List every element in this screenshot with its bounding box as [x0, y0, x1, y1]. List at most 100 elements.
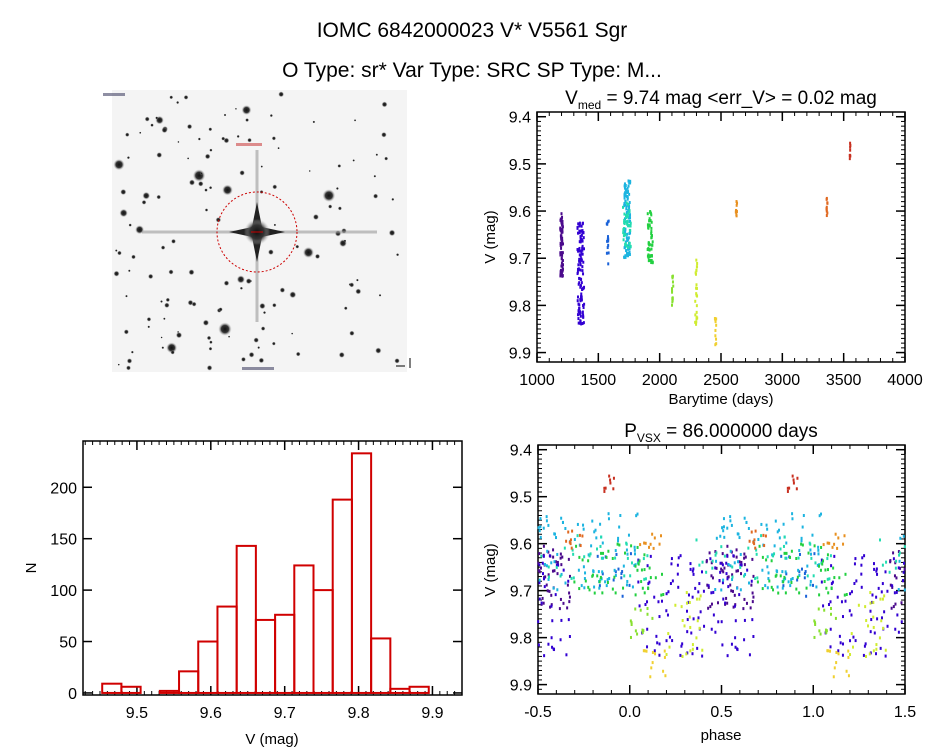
data-point: [665, 592, 668, 596]
data-point: [721, 643, 724, 647]
star: [272, 184, 278, 190]
data-point: [639, 608, 642, 612]
star: [186, 123, 193, 130]
data-point: [539, 525, 542, 529]
data-point: [576, 295, 579, 299]
data-point: [790, 549, 793, 553]
data-point: [567, 579, 570, 583]
data-point: [841, 653, 844, 657]
data-point: [691, 643, 694, 647]
data-point: [629, 213, 632, 217]
data-point: [902, 570, 905, 574]
data-point: [576, 299, 579, 303]
data-point: [819, 632, 822, 636]
data-point: [806, 574, 809, 578]
data-point: [694, 299, 697, 303]
star: [142, 191, 151, 200]
star: [117, 250, 122, 256]
star: [221, 136, 226, 141]
data-point: [714, 343, 717, 347]
data-point: [809, 548, 812, 552]
data-point: [870, 618, 873, 622]
data-point: [761, 587, 764, 591]
data-point: [549, 605, 552, 609]
ph-xtick-label: 0.5: [710, 704, 732, 721]
star: [222, 184, 233, 196]
data-point: [839, 641, 842, 645]
data-point: [712, 613, 715, 617]
data-point: [755, 552, 758, 556]
data-point: [801, 525, 804, 529]
data-point: [903, 588, 906, 592]
data-point: [774, 519, 777, 523]
data-point: [785, 541, 788, 545]
star: [247, 137, 252, 143]
data-point: [743, 516, 746, 520]
data-point: [556, 560, 559, 564]
data-point: [565, 539, 568, 543]
star: [394, 358, 400, 364]
data-point: [581, 248, 584, 252]
data-point: [878, 538, 881, 542]
star: [208, 346, 213, 351]
data-point: [869, 630, 872, 634]
star: [188, 269, 195, 276]
ph-ytick-label: 9.5: [510, 490, 532, 507]
data-point: [827, 568, 830, 572]
data-point: [559, 552, 562, 556]
data-point: [714, 630, 717, 634]
data-point: [625, 207, 628, 211]
data-point: [633, 548, 636, 552]
data-point: [599, 578, 602, 582]
data-point: [879, 597, 882, 601]
star: [295, 244, 300, 249]
data-point: [720, 620, 723, 624]
histogram-xlabel: V (mag): [245, 731, 298, 747]
data-point: [576, 267, 579, 271]
data-point: [625, 542, 628, 546]
star: [259, 302, 266, 310]
data-point: [648, 219, 651, 223]
data-point: [616, 542, 619, 546]
lc-xtick-label: 3500: [826, 372, 862, 389]
data-point: [676, 563, 679, 567]
star: [289, 291, 297, 299]
data-point: [628, 210, 631, 214]
data-point: [711, 566, 714, 570]
data-point: [814, 561, 817, 565]
data-point: [672, 284, 675, 288]
data-point: [800, 567, 803, 571]
data-point: [581, 244, 584, 248]
star: [236, 134, 240, 138]
data-point: [561, 265, 564, 269]
data-point: [732, 554, 735, 558]
data-point: [538, 597, 541, 601]
data-point: [559, 226, 562, 230]
hist-xtick-label: 9.5: [126, 705, 148, 722]
data-point: [817, 545, 820, 549]
data-point: [561, 215, 564, 219]
data-point: [690, 631, 693, 635]
data-point: [854, 557, 857, 561]
data-point: [627, 202, 630, 206]
data-point: [829, 554, 832, 558]
star: [119, 208, 128, 218]
data-point: [605, 555, 608, 559]
star: [125, 132, 130, 137]
star: [327, 204, 333, 209]
data-point: [578, 321, 581, 325]
data-point: [668, 635, 671, 639]
data-point: [694, 313, 697, 317]
data-point: [901, 579, 904, 583]
data-point: [696, 265, 699, 269]
data-point: [813, 635, 816, 639]
data-point: [658, 642, 661, 646]
data-point: [579, 263, 582, 267]
data-point: [733, 561, 736, 565]
data-point: [607, 243, 610, 247]
data-point: [644, 577, 647, 581]
data-point: [547, 577, 550, 581]
star: [322, 189, 336, 202]
data-point: [760, 534, 763, 538]
lc-xtick-label: 3000: [765, 372, 801, 389]
